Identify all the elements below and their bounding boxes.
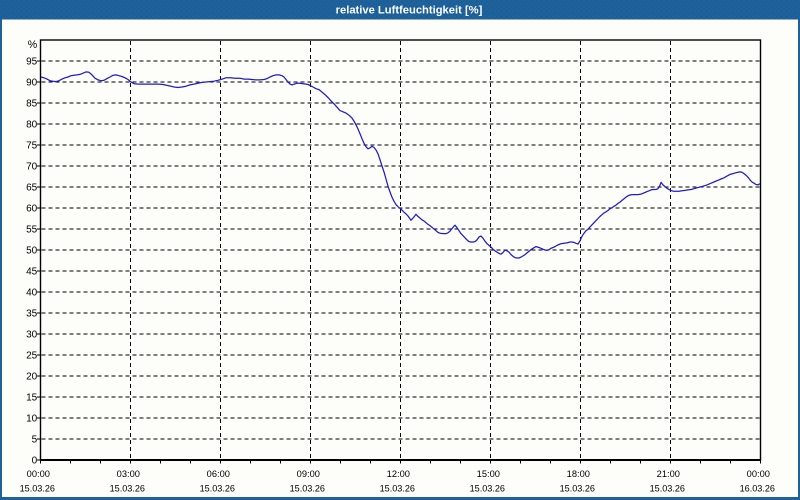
- svg-text:15:00: 15:00: [477, 469, 500, 479]
- svg-text:15: 15: [26, 393, 38, 404]
- svg-text:95: 95: [26, 57, 38, 68]
- svg-text:15.03.26: 15.03.26: [470, 484, 505, 494]
- svg-text:00:00: 00:00: [747, 469, 770, 479]
- svg-text:15.03.26: 15.03.26: [380, 484, 415, 494]
- svg-text:70: 70: [26, 162, 38, 173]
- svg-text:12:00: 12:00: [387, 469, 410, 479]
- svg-text:30: 30: [26, 330, 38, 341]
- svg-text:15.03.26: 15.03.26: [20, 484, 55, 494]
- svg-text:06:00: 06:00: [207, 469, 230, 479]
- svg-text:16.03.26: 16.03.26: [740, 484, 775, 494]
- svg-text:20: 20: [26, 372, 38, 383]
- svg-text:%: %: [28, 39, 38, 51]
- svg-text:18:00: 18:00: [567, 469, 590, 479]
- svg-text:80: 80: [26, 120, 38, 131]
- svg-text:75: 75: [26, 141, 38, 152]
- svg-text:5: 5: [32, 435, 38, 446]
- svg-text:15.03.26: 15.03.26: [200, 484, 235, 494]
- svg-text:0: 0: [32, 456, 38, 467]
- svg-text:65: 65: [26, 183, 38, 194]
- svg-text:03:00: 03:00: [117, 469, 140, 479]
- svg-text:10: 10: [26, 414, 38, 425]
- svg-text:55: 55: [26, 225, 38, 236]
- svg-text:25: 25: [26, 351, 38, 362]
- svg-text:50: 50: [26, 246, 38, 257]
- svg-text:00:00: 00:00: [27, 469, 50, 479]
- svg-text:40: 40: [26, 288, 38, 299]
- svg-text:15.03.26: 15.03.26: [290, 484, 325, 494]
- svg-text:relative Luftfeuchtigkeit [%]: relative Luftfeuchtigkeit [%]: [336, 5, 483, 17]
- svg-text:15.03.26: 15.03.26: [110, 484, 145, 494]
- svg-text:15.03.26: 15.03.26: [650, 484, 685, 494]
- svg-text:15.03.26: 15.03.26: [560, 484, 595, 494]
- svg-text:85: 85: [26, 99, 38, 110]
- svg-text:09:00: 09:00: [297, 469, 320, 479]
- svg-text:45: 45: [26, 267, 38, 278]
- svg-text:60: 60: [26, 204, 38, 215]
- svg-text:90: 90: [26, 78, 38, 89]
- svg-text:21:00: 21:00: [657, 469, 680, 479]
- svg-text:35: 35: [26, 309, 38, 320]
